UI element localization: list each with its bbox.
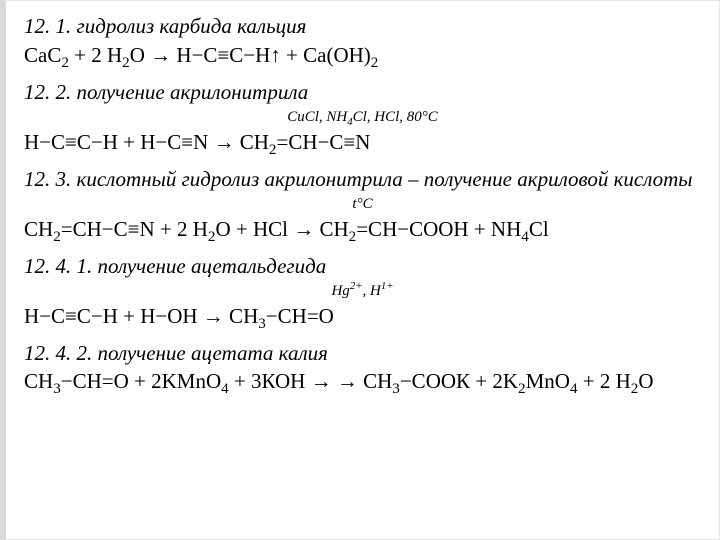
equation-12-4-1: Н−С≡С−Н + Н−ОН → СН3−СН=О — [24, 303, 701, 330]
conditions-12-4-1: Hg2+, H1+ — [24, 282, 701, 301]
page: 12. 1. гидролиз карбида кальция СаС2 + 2… — [0, 0, 720, 540]
equation-12-3: СН2=СН−С≡N + 2 Н2О + НCl → СН2=СН−СООН +… — [24, 216, 701, 243]
equation-12-4-2: СН3−СН=О + 2KMnO4 + 3КОН → → СН3−СООК + … — [24, 368, 701, 395]
heading-12-4-2: 12. 4. 2. получение ацетата калия — [24, 340, 701, 367]
equation-12-2: Н−С≡С−Н + Н−С≡N → СН2=СН−С≡N — [24, 129, 701, 156]
conditions-12-3: t°C — [24, 195, 701, 214]
equation-12-1: СаС2 + 2 Н2О → Н−С≡С−Н↑ + Са(ОН)2 — [24, 42, 701, 69]
heading-12-1: 12. 1. гидролиз карбида кальция — [24, 13, 701, 40]
heading-12-3: 12. 3. кислотный гидролиз акрилонитрила … — [24, 166, 701, 193]
conditions-12-2: CuCl, NH4Cl, HCl, 80°C — [24, 108, 701, 127]
heading-12-2: 12. 2. получение акрилонитрила — [24, 79, 701, 106]
heading-12-4-1: 12. 4. 1. получение ацетальдегида — [24, 253, 701, 280]
